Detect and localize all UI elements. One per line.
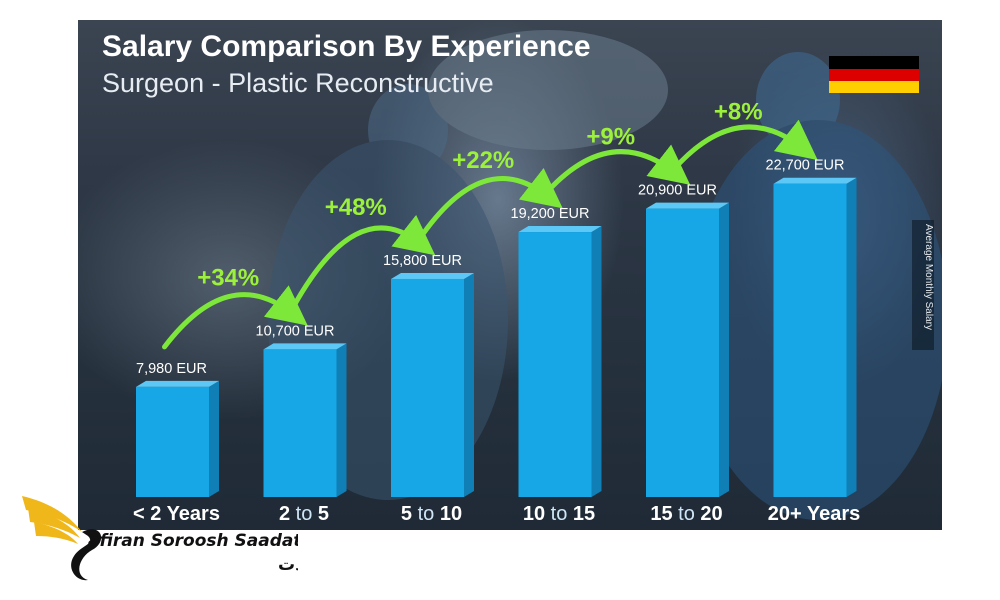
arrow-curve [289,214,436,312]
bar-top [518,226,602,233]
bar-side [846,177,857,498]
increase-arrow-3: +9% [544,124,691,195]
increase-label-1: +48% [325,194,387,221]
bar-side [591,226,602,498]
chart-title: Salary Comparison By Experience [102,30,591,63]
bar-top [263,343,347,350]
category-label-2: 5 to 10 [401,503,462,525]
bar-3 [518,226,602,498]
bar-top [136,380,219,387]
arrow-curve [162,285,308,350]
increase-label-2: +22% [452,147,514,174]
increase-label-3: +9% [586,124,635,151]
bar-side [464,272,474,497]
salary-bar-chart: Salary Comparison By Experience Surgeon … [102,30,942,525]
ylabel-strip [912,220,934,350]
value-label-3: 19,200 EUR [511,206,590,222]
bar-front [646,208,719,497]
value-labels-layer: 7,980 EUR 10,700 EUR 15,800 EUR 19,200 EUR 2… [136,158,845,377]
germany-flag-icon [829,56,919,93]
bar-2 [391,272,474,497]
increase-arrow-4: +8% [672,99,818,172]
chart-subtitle: Surgeon - Plastic Reconstructive [102,68,494,98]
increase-arrow-1: +48% [289,194,436,312]
bar-top [646,202,729,209]
bar-1 [263,343,347,497]
value-label-0: 7,980 EUR [136,361,207,377]
category-label-4: 15 to 20 [650,503,722,525]
increase-arrows-layer: +34% +48% +22% +9% +8% [162,99,818,350]
arrow-curve [417,167,563,242]
logo-name-fa: سفیران سروش سعادت [278,555,298,575]
bars-layer [136,177,857,498]
bar-side [209,380,219,497]
bar-5 [773,177,857,498]
arrow-curve [544,144,691,195]
arrow-curve [672,119,818,172]
value-label-2: 15,800 EUR [383,253,462,269]
value-label-1: 10,700 EUR [256,323,335,339]
increase-arrow-2: +22% [417,147,563,242]
bar-side [336,343,347,497]
y-axis-label: Average Monthly Salary [923,224,934,330]
value-label-4: 20,900 EUR [638,183,717,199]
bar-top [391,272,474,279]
bar-top [773,177,857,184]
value-label-5: 22,700 EUR [766,158,845,174]
chart-panel: Salary Comparison By Experience Surgeon … [78,20,942,530]
category-label-0: < 2 Years [133,503,220,525]
category-label-3: 10 to 15 [523,503,595,525]
increase-arrow-0: +34% [162,264,308,350]
increase-label-4: +8% [714,99,763,126]
bar-side [719,202,729,497]
bar-front [391,278,464,497]
bar-4 [646,202,729,497]
category-label-1: 2 to 5 [279,503,329,525]
bar-front [136,386,209,497]
category-label-5: 20+ Years [768,503,861,525]
increase-label-0: +34% [197,264,259,291]
bar-front [518,232,592,498]
category-labels-layer: < 2 Years 2 to 5 5 to 10 10 to 15 15 to 20 20… [133,503,860,525]
bar-front [773,183,847,498]
bar-0 [136,380,219,497]
logo-name-en: afiran Soroosh Saadat [88,531,298,551]
wing-emblem-icon [22,496,102,581]
safiran-soroosh-saadat-logo: afiran Soroosh Saadat سفیران سروش سعادت [22,496,298,581]
bar-front [263,349,337,497]
